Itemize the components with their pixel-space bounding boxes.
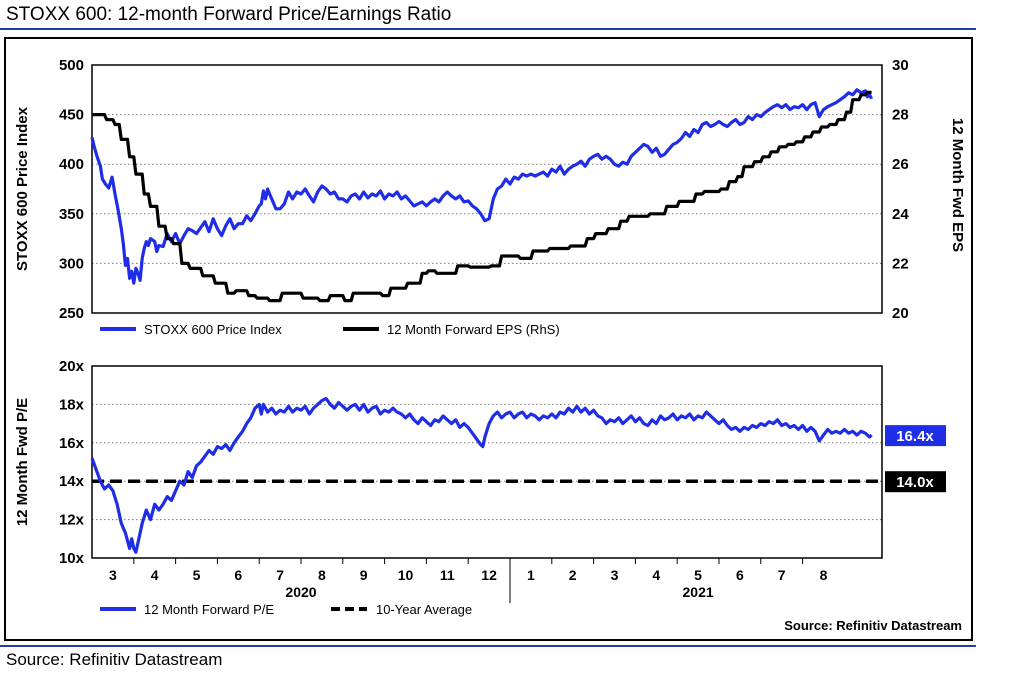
y-left-tick-label: 400 [59, 156, 84, 173]
x-year-label: 2021 [683, 584, 714, 600]
y-right-axis-label: 12 Month Fwd EPS [949, 118, 966, 252]
bottom-plot: 10x 12x 14x 16x 18x 20x 12 Month Fwd P/E 3 4 5 6 7 8… [14, 358, 946, 617]
x-tick-label: 3 [611, 567, 619, 583]
y-tick-label: 20x [59, 358, 85, 375]
y-tick-label: 12x [59, 512, 85, 529]
y-right-tick-label: 22 [892, 255, 909, 272]
y-left-tick-label: 300 [59, 255, 84, 272]
x-tick-label: 10 [398, 567, 414, 583]
y-right-tick-label: 28 [892, 107, 909, 124]
x-tick-label: 7 [778, 567, 786, 583]
price-index-line [90, 88, 874, 285]
y-tick-label: 18x [59, 396, 85, 413]
pe-value-label: 16.4x [896, 428, 934, 445]
top-plot: 250 300 350 400 450 500 20 22 24 26 28 30 STOXX 600 … [14, 57, 966, 337]
y-axis-label: 12 Month Fwd P/E [14, 398, 31, 526]
legend-label: STOXX 600 Price Index [144, 322, 282, 337]
y-left-tick-label: 250 [59, 305, 84, 322]
y-right-tick-label: 26 [892, 156, 909, 173]
legend-label: 12 Month Forward P/E [144, 602, 274, 617]
x-tick-label: 4 [652, 567, 660, 583]
x-tick-label: 5 [694, 567, 702, 583]
footer-source: Source: Refinitiv Datastream [6, 650, 223, 669]
bottom-plot-border [91, 365, 883, 559]
pe-value-badge [885, 425, 946, 447]
x-tick-label: 11 [440, 567, 455, 583]
top-plot-border [91, 64, 883, 314]
x-tick-label: 12 [481, 567, 497, 583]
x-tick-label: 5 [193, 567, 201, 583]
inner-source-text: Source: Refinitiv Datastream [784, 618, 962, 633]
average-value-label: 14.0x [896, 474, 934, 491]
legend-label: 10-Year Average [376, 602, 472, 617]
forward-eps-line [92, 90, 872, 303]
legend-label: 12 Month Forward EPS (RhS) [387, 322, 560, 337]
y-tick-label: 10x [59, 550, 85, 567]
average-value-badge [885, 471, 946, 493]
x-tick-label: 1 [527, 567, 535, 583]
footer-rule [0, 645, 976, 647]
forward-pe-line [90, 397, 873, 554]
x-tick-label: 6 [736, 567, 744, 583]
y-left-tick-label: 350 [59, 206, 84, 223]
y-right-tick-label: 30 [892, 57, 909, 74]
y-left-tick-label: 450 [59, 107, 84, 124]
y-left-tick-label: 500 [59, 57, 84, 74]
y-right-tick-label: 24 [892, 206, 909, 223]
y-tick-label: 16x [59, 435, 85, 452]
x-tick-label: 2 [569, 567, 577, 583]
x-tick-label: 4 [151, 567, 159, 583]
y-tick-label: 14x [59, 473, 85, 490]
x-year-label: 2020 [285, 584, 316, 600]
x-tick-label: 8 [318, 567, 326, 583]
x-tick-label: 3 [109, 567, 117, 583]
x-tick-label: 6 [234, 567, 242, 583]
page-title: STOXX 600: 12-month Forward Price/Earnin… [6, 4, 452, 25]
title-rule [0, 28, 976, 30]
x-tick-label: 8 [820, 567, 828, 583]
y-right-tick-label: 20 [892, 305, 909, 322]
y-left-axis-label: STOXX 600 Price Index [14, 106, 31, 271]
x-tick-label: 9 [360, 567, 368, 583]
x-tick-label: 7 [276, 567, 284, 583]
